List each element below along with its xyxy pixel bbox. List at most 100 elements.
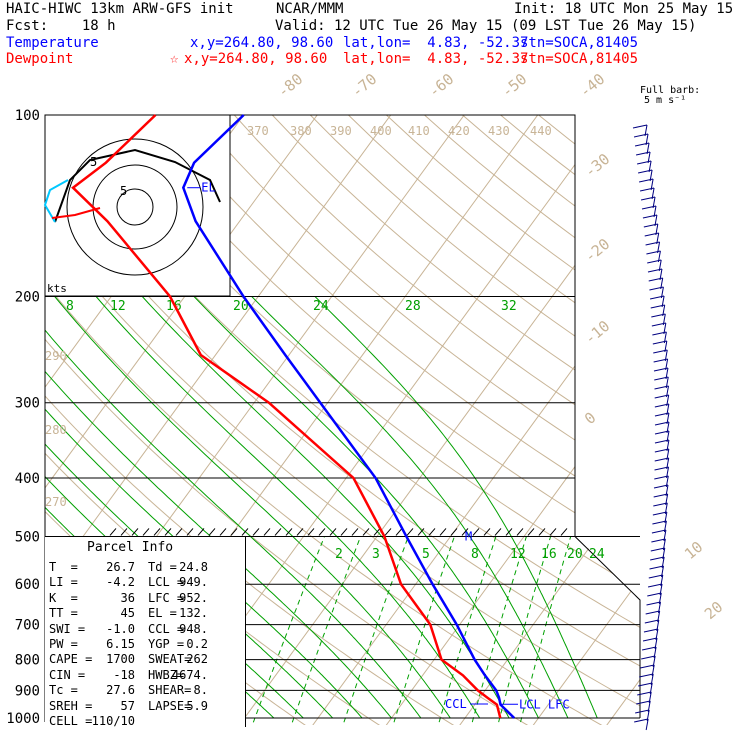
freezing-hatch — [549, 528, 557, 536]
hodograph-ring — [116, 188, 154, 226]
parcel-info-value: Td = — [148, 560, 177, 574]
barb-legend-value: 5 m s⁻¹ — [644, 95, 687, 106]
wind-barb — [650, 547, 665, 552]
parcel-info-value: CAPE = — [49, 652, 93, 667]
freezing-hatch — [362, 528, 370, 536]
parcel-info-value: SHEAR= — [148, 683, 192, 698]
parcel-info-value: 4674. — [171, 667, 208, 682]
isotherm-line — [234, 115, 640, 725]
isotherm-line — [528, 115, 640, 725]
dry-adiabat — [45, 115, 612, 725]
freezing-hatch — [406, 528, 414, 536]
wind-barb — [654, 394, 669, 399]
parcel-info-value: 24.8 — [179, 560, 208, 574]
freezing-hatch — [384, 528, 392, 536]
dry-adiabat — [424, 115, 640, 725]
wind-barb — [653, 358, 668, 363]
parcel-info-value: EL = — [148, 606, 177, 621]
pressure-tick-label: 700 — [15, 618, 40, 634]
wind-barb — [641, 205, 657, 210]
wind-barb — [654, 448, 669, 453]
parcel-info-value: 45 — [120, 606, 135, 621]
parcel-info-panel: Parcel Info T = 26.7 Td = 24.8 LI = -4.2 LCL =… — [45, 536, 246, 728]
freezing-hatch — [527, 528, 535, 536]
hodograph-ring-label: 5 — [120, 184, 127, 198]
legend-dewpoint-stn: stn=SOCA,81405 — [520, 51, 639, 67]
dry-adiabat — [119, 115, 640, 725]
freezing-hatch — [505, 528, 513, 536]
parcel-info-value: 57 — [120, 698, 135, 713]
thetae-label: 12 — [110, 299, 126, 314]
dry-adiabat — [45, 115, 538, 725]
parcel-info-value: PW = — [49, 637, 78, 651]
pressure-tick-label: 1000 — [6, 711, 40, 727]
wind-barb — [648, 574, 663, 579]
freezing-hatch — [461, 528, 469, 536]
parcel-info-value: 8. — [193, 683, 208, 698]
wind-barb — [653, 502, 668, 507]
freezing-hatch — [373, 528, 381, 536]
barb-legend-title: Full barb: — [640, 85, 701, 96]
freezing-hatch — [439, 528, 447, 536]
wind-barb — [651, 529, 667, 534]
freezing-hatch — [516, 528, 524, 536]
mixing-ratio-label: 20 — [567, 547, 583, 562]
mixing-ratio-line — [495, 536, 552, 725]
wind-barbs — [632, 124, 670, 731]
isotherm-label: -30 — [581, 150, 613, 181]
ccl-label: CCL — [445, 697, 467, 711]
wind-barb — [650, 304, 665, 309]
init-time: Init: 18 UTC Mon 25 May 15 — [514, 1, 734, 17]
dry-adiabat — [45, 115, 640, 725]
wind-barb — [649, 295, 665, 300]
parcel-info-value: T = — [49, 560, 78, 574]
freezing-hatch — [208, 528, 216, 536]
wind-barb — [647, 583, 663, 588]
mixing-ratio-line — [340, 536, 409, 725]
theta-label: 440 — [530, 124, 552, 138]
plot-frame — [45, 114, 641, 718]
wind-barb — [653, 493, 668, 498]
wind-barb — [638, 682, 653, 687]
parcel-info-value: 952. — [179, 590, 208, 605]
legend-temperature-latlon: lat,lon= 4.83, -52.37 — [343, 35, 529, 51]
parcel-info-value: SWI = — [49, 621, 86, 636]
mixing-ratio-line — [517, 536, 572, 725]
moist-adiabat — [251, 296, 569, 719]
wind-barb — [652, 511, 667, 516]
theta-label: 430 — [488, 124, 510, 138]
freezing-hatch — [329, 528, 337, 536]
isotherm-line — [45, 115, 412, 725]
wind-barb — [652, 331, 667, 336]
wind-barb — [654, 430, 670, 435]
freezing-hatch — [131, 528, 139, 536]
wind-barb — [646, 601, 661, 606]
freezing-hatch — [241, 528, 249, 536]
dry-adiabat — [45, 115, 640, 725]
pressure-tick-label: 100 — [15, 108, 40, 124]
freezing-hatch — [120, 528, 128, 536]
freezing-hatch — [109, 528, 117, 536]
parcel-info-value: CIN = — [49, 667, 86, 682]
wind-barb — [634, 718, 649, 723]
wind-barb — [644, 619, 659, 624]
parcel-info-value: 262 — [186, 652, 208, 667]
dry-adiabat — [157, 115, 640, 725]
freezing-hatch — [450, 528, 458, 536]
wind-barb — [647, 268, 663, 273]
mixing-ratio-label: 12 — [510, 547, 526, 562]
pressure-tick-label: 600 — [15, 577, 40, 593]
thetae-label: 24 — [313, 299, 329, 314]
freezing-hatch — [340, 528, 348, 536]
freezing-hatch — [274, 528, 282, 536]
freezing-hatch — [230, 528, 238, 536]
legend-temperature-xy: x,y=264.80, 98.60 — [190, 35, 334, 51]
wind-barb — [640, 196, 656, 201]
wind-barb — [639, 673, 654, 678]
wind-barb — [647, 259, 662, 264]
theta-label: 410 — [408, 124, 430, 138]
freezing-hatch — [538, 528, 546, 536]
wind-barb — [647, 592, 662, 597]
pressure-tick-label: 300 — [15, 396, 40, 412]
